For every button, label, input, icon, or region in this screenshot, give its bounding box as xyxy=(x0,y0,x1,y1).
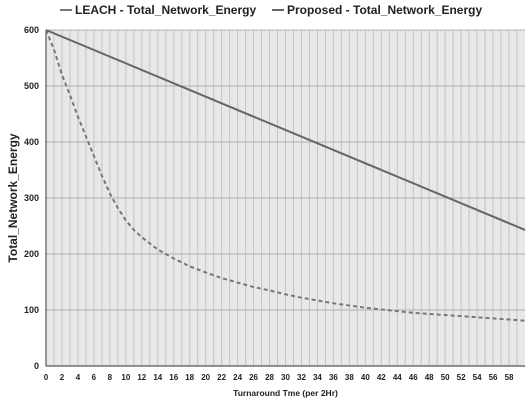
x-tick-label: 18 xyxy=(185,373,194,382)
x-tick-label: 38 xyxy=(345,373,354,382)
x-tick-label: 46 xyxy=(409,373,418,382)
x-tick-label: 28 xyxy=(265,373,274,382)
x-tick-label: 32 xyxy=(297,373,306,382)
x-tick-label: 50 xyxy=(441,373,450,382)
y-tick-label: 600 xyxy=(24,25,39,35)
y-tick-labels: 0 100 200 300 400 500 600 xyxy=(24,25,39,371)
legend-item-proposed: Proposed - Total_Network_Energy xyxy=(272,3,482,17)
y-tick-label: 200 xyxy=(24,249,39,259)
x-tick-label: 20 xyxy=(201,373,210,382)
legend: LEACH - Total_Network_Energy Proposed - … xyxy=(0,3,526,21)
series-lines xyxy=(45,29,526,322)
x-tick-label: 0 xyxy=(44,373,49,382)
y-tick-label: 400 xyxy=(24,137,39,147)
legend-swatch-leach xyxy=(60,8,72,11)
x-tick-label: 14 xyxy=(153,373,162,382)
axes xyxy=(45,30,525,367)
x-tick-label: 54 xyxy=(473,373,482,382)
x-tick-label: 22 xyxy=(217,373,226,382)
legend-label-proposed: Proposed - Total_Network_Energy xyxy=(287,3,483,17)
x-tick-label: 44 xyxy=(393,373,402,382)
y-tick-label: 0 xyxy=(34,361,39,371)
x-tick-label: 42 xyxy=(377,373,386,382)
x-tick-label: 40 xyxy=(361,373,370,382)
legend-label-leach: LEACH - Total_Network_Energy xyxy=(75,3,257,17)
major-gridlines xyxy=(46,29,525,311)
series-line-leach xyxy=(45,29,526,322)
x-tick-label: 8 xyxy=(108,373,113,382)
x-tick-label: 4 xyxy=(76,373,81,382)
legend-swatch-proposed xyxy=(272,8,284,11)
y-tick-label: 100 xyxy=(24,305,39,315)
x-tick-label: 34 xyxy=(313,373,322,382)
x-tick-label: 6 xyxy=(92,373,97,382)
x-tick-label: 36 xyxy=(329,373,338,382)
x-axis-label: Turnaround Tme (per 2Hr) xyxy=(233,388,338,398)
y-axis-label: Total_Network_Energy xyxy=(6,133,20,262)
x-tick-label: 48 xyxy=(425,373,434,382)
x-tick-label: 10 xyxy=(121,373,130,382)
legend-item-leach: LEACH - Total_Network_Energy xyxy=(60,3,256,17)
x-tick-label: 24 xyxy=(233,373,242,382)
x-tick-label: 12 xyxy=(137,373,146,382)
x-tick-label: 2 xyxy=(60,373,65,382)
x-tick-label: 58 xyxy=(505,373,514,382)
x-tick-label: 26 xyxy=(249,373,258,382)
y-tick-label: 300 xyxy=(24,193,39,203)
y-tick-label: 500 xyxy=(24,81,39,91)
x-tick-label: 16 xyxy=(169,373,178,382)
x-tick-label: 30 xyxy=(281,373,290,382)
x-tick-labels: 0 2 4 6 8 10 12 14 16 18 20 22 24 26 28 30 32 34 36 38 40 42 4… xyxy=(44,373,514,382)
x-tick-label: 56 xyxy=(489,373,498,382)
series-line-proposed xyxy=(45,29,526,231)
x-tick-label: 52 xyxy=(457,373,466,382)
